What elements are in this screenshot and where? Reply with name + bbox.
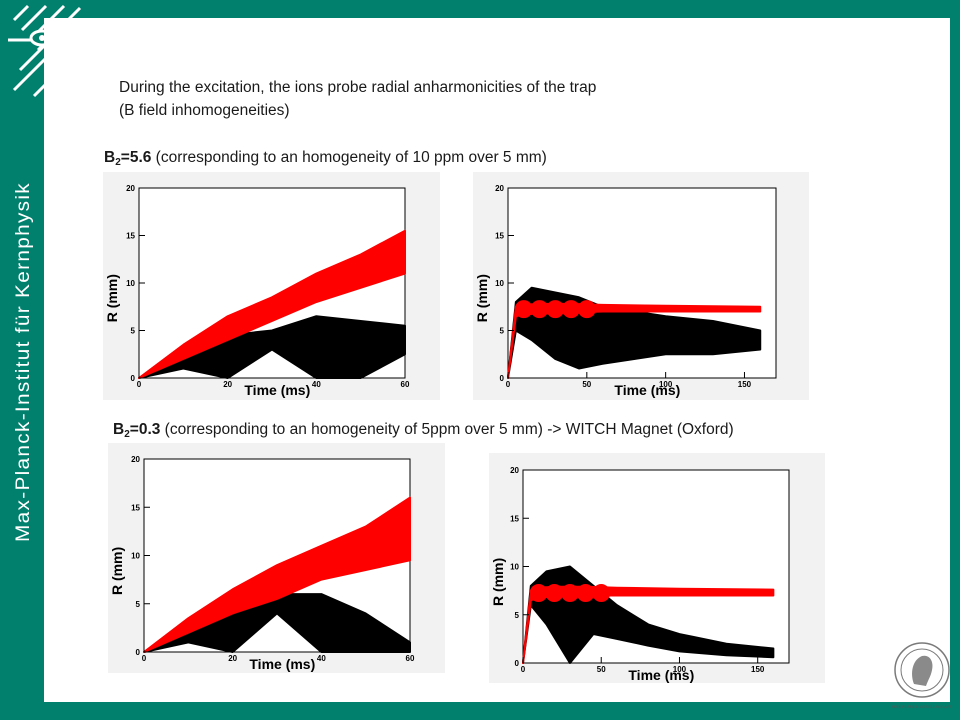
intro-line-2: (B field inhomogeneities) xyxy=(119,102,290,119)
cap2-b: B2=0.3 xyxy=(113,421,161,440)
series-red-marker xyxy=(562,300,581,319)
y-tick-label: 0 xyxy=(500,374,505,383)
x-tick-label: 50 xyxy=(582,380,591,389)
institute-name-vertical: Max-Planck-Institut für Kernphysik xyxy=(13,182,34,542)
y-tick-label: 20 xyxy=(495,184,504,193)
x-axis-label: Time (ms) xyxy=(614,382,680,398)
x-tick-label: 100 xyxy=(673,665,687,674)
y-axis-label: R (mm) xyxy=(109,547,125,595)
x-axis-label: Time (ms) xyxy=(249,656,315,672)
x-axis-label: Time (ms) xyxy=(628,667,694,683)
series-red-marker xyxy=(530,300,549,319)
intro-text: During the excitation, the ions probe ra… xyxy=(119,76,596,122)
caption-b2-5.6: B2=5.6 (corresponding to an homogeneity … xyxy=(104,149,547,168)
series-red-band xyxy=(143,496,411,653)
seal-caption: MAX-PLANCK-GESELLSCHAFT xyxy=(892,704,953,709)
caption-b2-0.3: B2=0.3 (corresponding to an homogeneity … xyxy=(113,421,734,440)
x-tick-label: 100 xyxy=(659,380,673,389)
cap1-b: B2=5.6 xyxy=(104,149,152,168)
y-tick-label: 20 xyxy=(131,455,140,464)
x-tick-label: 60 xyxy=(401,380,410,389)
x-tick-label: 40 xyxy=(312,380,321,389)
chart-bottom-left: 0 5 10 15 20 0 20 40 60 Time (ms) R (mm) xyxy=(108,443,445,673)
chart-bottom-right: 0 5 10 15 20 0 50 100 150 Time (ms) R (mm) xyxy=(489,453,825,683)
series-red-marker xyxy=(577,300,596,319)
y-axis-label: R (mm) xyxy=(474,274,490,322)
y-tick-label: 0 xyxy=(136,648,141,657)
x-tick-label: 150 xyxy=(751,665,765,674)
y-tick-label: 0 xyxy=(131,374,136,383)
y-tick-label: 5 xyxy=(500,327,505,336)
series-red-marker xyxy=(576,584,595,603)
mpg-seal-logo: MAX-PLANCK-GESELLSCHAFT xyxy=(892,642,953,709)
cap1-rest: (corresponding to an homogeneity of 10 p… xyxy=(151,149,547,166)
x-tick-label: 0 xyxy=(142,654,147,663)
institute-name-text: Max-Planck-Institut für Kernphysik xyxy=(13,182,34,542)
chart-top-right: 0 5 10 15 20 0 50 100 150 Time (ms) R (mm) xyxy=(473,172,809,400)
y-tick-label: 15 xyxy=(126,232,135,241)
y-tick-label: 15 xyxy=(495,232,504,241)
intro-line-1: During the excitation, the ions probe ra… xyxy=(119,79,597,96)
cap2-rest: (corresponding to an homogeneity of 5ppm… xyxy=(160,421,734,438)
x-tick-label: 0 xyxy=(506,380,511,389)
series-red-marker xyxy=(514,300,533,319)
y-tick-label: 0 xyxy=(515,659,520,668)
y-axis-label: R (mm) xyxy=(490,558,506,606)
series-red-marker xyxy=(529,584,548,603)
series-red-marker xyxy=(592,584,611,603)
x-tick-label: 60 xyxy=(406,654,415,663)
y-tick-label: 5 xyxy=(515,611,520,620)
y-tick-label: 10 xyxy=(510,563,519,572)
x-tick-label: 20 xyxy=(223,380,232,389)
series-red-marker xyxy=(545,584,564,603)
y-tick-label: 5 xyxy=(131,327,136,336)
x-tick-label: 150 xyxy=(738,380,752,389)
x-tick-label: 0 xyxy=(137,380,142,389)
x-axis-label: Time (ms) xyxy=(244,382,310,398)
y-tick-label: 10 xyxy=(495,279,504,288)
series-red-marker xyxy=(560,584,579,603)
y-tick-label: 15 xyxy=(131,503,140,512)
y-tick-label: 20 xyxy=(126,184,135,193)
y-tick-label: 10 xyxy=(131,552,140,561)
x-tick-label: 20 xyxy=(228,654,237,663)
y-tick-label: 20 xyxy=(510,466,519,475)
y-tick-label: 10 xyxy=(126,279,135,288)
y-axis-label: R (mm) xyxy=(104,274,120,322)
y-tick-label: 5 xyxy=(136,600,141,609)
x-tick-label: 0 xyxy=(521,665,526,674)
series-red-band xyxy=(138,229,406,379)
chart-top-left: 0 5 10 15 20 0 20 40 60 Time (ms) R (mm) xyxy=(103,172,440,400)
series-red-marker xyxy=(546,300,565,319)
x-tick-label: 50 xyxy=(597,665,606,674)
y-tick-label: 15 xyxy=(510,514,519,523)
x-tick-label: 40 xyxy=(317,654,326,663)
